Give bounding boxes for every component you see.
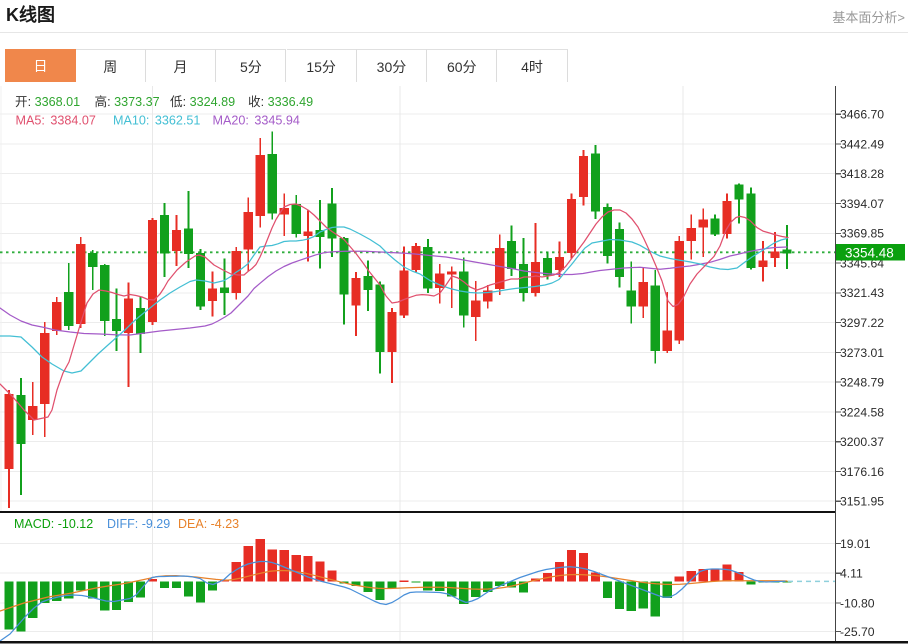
svg-text:-25.70: -25.70: [840, 625, 875, 639]
svg-text:3442.49: 3442.49: [840, 137, 884, 151]
svg-text:3176.16: 3176.16: [840, 465, 884, 479]
svg-text:-10.80: -10.80: [840, 596, 875, 610]
svg-text:MA10: 3362.51: MA10: 3362.51: [113, 114, 200, 128]
svg-text:3354.48: 3354.48: [845, 246, 894, 261]
svg-text:3273.01: 3273.01: [840, 346, 884, 360]
svg-text:19.01: 19.01: [840, 537, 871, 551]
svg-text:3200.37: 3200.37: [840, 435, 884, 449]
svg-text:3321.43: 3321.43: [840, 286, 884, 300]
svg-text:3151.95: 3151.95: [840, 495, 884, 509]
svg-text:开: 3368.01: 开: 3368.01: [15, 95, 80, 109]
svg-text:DIFF: -9.29: DIFF: -9.29: [107, 517, 170, 531]
svg-text:高: 3373.37: 高: 3373.37: [95, 94, 160, 109]
svg-text:低: 3324.89: 低: 3324.89: [170, 95, 235, 109]
svg-text:3224.58: 3224.58: [840, 405, 884, 419]
svg-text:收: 3336.49: 收: 3336.49: [248, 95, 313, 109]
svg-text:3297.22: 3297.22: [840, 316, 884, 330]
svg-text:MA5: 3384.07: MA5: 3384.07: [16, 114, 96, 128]
svg-text:MACD: -10.12: MACD: -10.12: [14, 517, 93, 531]
svg-text:3466.70: 3466.70: [840, 108, 884, 122]
svg-text:3418.28: 3418.28: [840, 167, 884, 181]
svg-text:3248.79: 3248.79: [840, 376, 884, 390]
svg-text:DEA: -4.23: DEA: -4.23: [178, 517, 239, 531]
svg-text:MA20: 3345.94: MA20: 3345.94: [213, 114, 300, 128]
svg-text:3394.07: 3394.07: [840, 197, 884, 211]
svg-text:3369.85: 3369.85: [840, 227, 884, 241]
svg-text:4.11: 4.11: [840, 567, 863, 581]
